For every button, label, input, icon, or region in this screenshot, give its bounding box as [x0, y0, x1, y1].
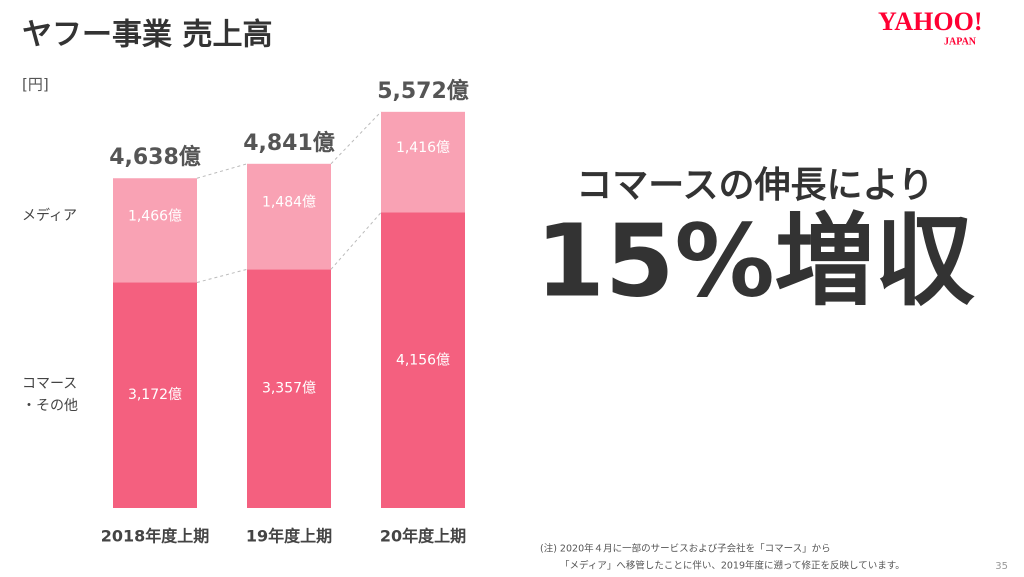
- title: ヤフー事業 売上高: [22, 18, 272, 53]
- page-number: 35: [995, 561, 1008, 572]
- x-tick-label: 2018年度上期: [101, 527, 210, 546]
- bar-segment: [113, 282, 197, 508]
- x-tick-label: 20年度上期: [380, 527, 466, 546]
- value-label: 1,466億: [128, 208, 182, 224]
- total-label: 5,572億: [377, 78, 469, 104]
- value-label: 4,156億: [396, 352, 450, 368]
- total-label: 4,841億: [243, 130, 335, 156]
- callout-lead: コマースの伸長により: [576, 165, 933, 206]
- value-label: 1,484億: [262, 195, 316, 211]
- logo-sub: JAPAN: [944, 36, 977, 47]
- bar-segment: [381, 111, 465, 213]
- connector: [196, 163, 248, 179]
- value-label: 3,357億: [262, 381, 316, 397]
- bar-segment: [381, 212, 465, 508]
- note-line: 「メディア」へ移管したことに伴い、2019年度に遡って修正を反映しています。: [560, 560, 905, 572]
- value-label: 1,416億: [396, 140, 450, 156]
- callout-headline: 15%増収: [535, 202, 974, 319]
- bar-segment: [247, 163, 331, 270]
- value-label: 3,172億: [128, 387, 182, 403]
- unit-label: [円]: [22, 76, 49, 94]
- logo: YAHOO!: [878, 7, 983, 36]
- connector: [196, 268, 248, 283]
- x-tick-label: 19年度上期: [246, 527, 332, 546]
- bar-segment: [247, 269, 331, 508]
- connector: [330, 111, 382, 165]
- legend-label: コマース ・その他: [22, 376, 78, 415]
- legend-label: メディア: [22, 208, 78, 225]
- note-line: (注) 2020年４月に一部のサービスおよび子会社を「コマース」から: [540, 543, 831, 555]
- bar-segment: [113, 178, 197, 283]
- total-label: 4,638億: [109, 144, 201, 170]
- connector: [330, 212, 382, 270]
